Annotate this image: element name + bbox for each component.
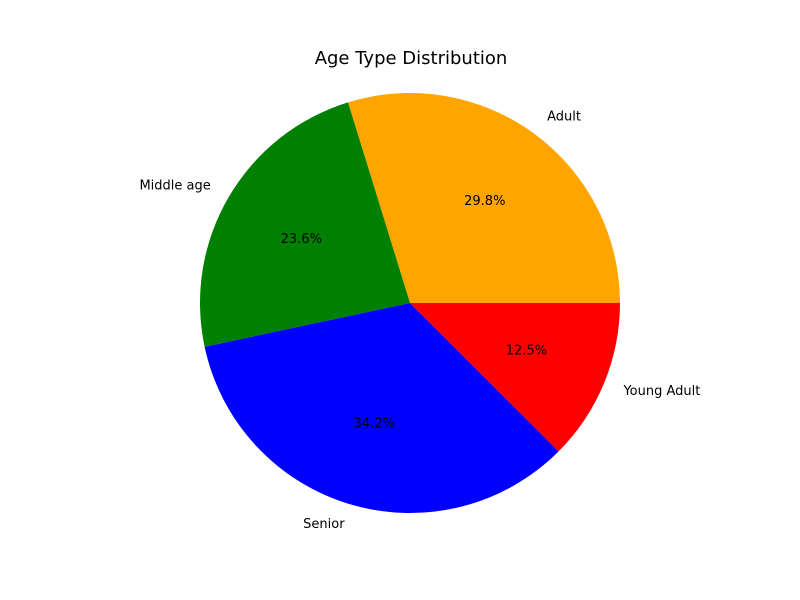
pie-slice-senior bbox=[204, 303, 559, 514]
pie-slice-middle-age bbox=[200, 102, 410, 347]
chart-title: Age Type Distribution bbox=[315, 48, 508, 69]
pie-labels: Adult 29.8% Middle age 23.6% Senior 34.2% Youn… bbox=[139, 110, 700, 532]
pct-label-senior: 34.2% bbox=[354, 416, 395, 431]
slice-label-senior: Senior bbox=[303, 517, 345, 532]
pct-label-young-adult: 12.5% bbox=[506, 344, 547, 359]
pie-slice-young-adult bbox=[410, 303, 620, 452]
pct-label-adult: 29.8% bbox=[464, 194, 505, 209]
slice-label-young-adult: Young Adult bbox=[622, 384, 700, 399]
pie-slice-adult bbox=[348, 92, 620, 303]
pct-label-middle-age: 23.6% bbox=[281, 232, 322, 247]
slice-label-adult: Adult bbox=[547, 110, 581, 125]
pie-slices bbox=[200, 92, 620, 514]
slice-label-middle-age: Middle age bbox=[139, 179, 210, 194]
